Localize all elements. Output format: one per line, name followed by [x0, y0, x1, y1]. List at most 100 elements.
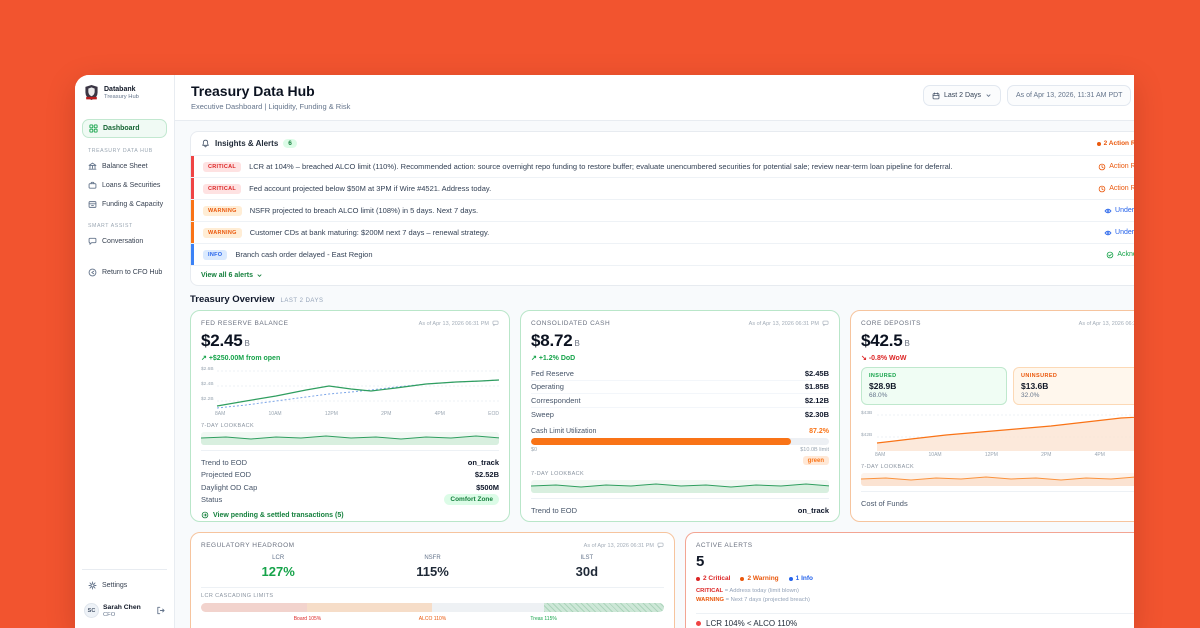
- account-row: Sweep $2.30B: [531, 409, 829, 419]
- main-area: Treasury Data Hub Executive Dashboard | …: [175, 75, 1134, 628]
- comment-icon[interactable]: [657, 542, 664, 549]
- actual-line: [216, 379, 500, 407]
- severity-badge: WARNING: [203, 227, 242, 238]
- board-threshold-label: Board 105%: [293, 616, 322, 622]
- sidebar-item-balance-sheet[interactable]: Balance Sheet: [82, 158, 167, 175]
- lookback-label: 7-DAY LOOKBACK: [861, 464, 915, 470]
- date-range-button[interactable]: Last 2 Days: [923, 85, 1001, 106]
- brand-subtitle: Treasury Hub: [104, 93, 139, 100]
- sidebar-item-funding-capacity[interactable]: Funding & Capacity: [82, 196, 167, 213]
- severity-bar: [191, 244, 194, 265]
- comment-icon[interactable]: [492, 320, 499, 327]
- sidebar-item-settings[interactable]: Settings: [82, 577, 167, 594]
- app-window: Databank Treasury Hub Dashboard TREASURY…: [75, 75, 1134, 628]
- alert-action-button[interactable]: Acknowledge: [1096, 251, 1134, 259]
- eye-icon: [1104, 230, 1112, 235]
- sidebar-item-loans-securities[interactable]: Loans & Securities: [82, 177, 167, 194]
- legend-critical: 2 Critical: [696, 575, 730, 582]
- severity-bar: [191, 156, 194, 177]
- lookback-sparkline: [201, 432, 499, 445]
- asof-timestamp-pill[interactable]: As of Apr 13, 2026, 11:31 AM PDT: [1006, 85, 1132, 106]
- user-profile[interactable]: SC Sarah Chen CFO: [82, 603, 167, 618]
- alert-action-button[interactable]: Under Review: [1094, 229, 1134, 237]
- vault-box-icon: [88, 201, 97, 208]
- chevron-down-icon: [257, 274, 262, 278]
- alert-row[interactable]: WARNING NSFR projected to breach ALCO li…: [191, 199, 1134, 221]
- trend-down-icon: ↘: [861, 355, 867, 362]
- card-asof: As of Apr 13, 2026 06:31 PM: [749, 320, 829, 327]
- active-alerts-card: ACTIVE ALERTS 5 2 Critical 2 Warning 1 I…: [685, 532, 1134, 628]
- overview-cards-row-1: FED RESERVE BALANCE As of Apr 13, 2026 0…: [190, 310, 1134, 522]
- sidebar-item-label: Loans & Securities: [102, 182, 161, 189]
- page-header: Treasury Data Hub Executive Dashboard | …: [175, 75, 1134, 121]
- card-title: REGULATORY HEADROOM: [201, 542, 295, 549]
- alert-message: Customer CDs at bank maturing: $200M nex…: [249, 228, 490, 237]
- header-controls: Last 2 Days As of Apr 13, 2026, 11:31 AM…: [923, 85, 1134, 106]
- active-alert-row[interactable]: LCR 104% < ALCO 110% Critical: [696, 619, 1134, 628]
- view-all-alerts-link[interactable]: View all 6 alerts: [191, 265, 1134, 285]
- sidebar-footer: Settings SC Sarah Chen CFO: [82, 569, 167, 618]
- consolidated-cash-card: CONSOLIDATED CASH As of Apr 13, 2026 06:…: [520, 310, 840, 522]
- uninsured-deposits-box: UNINSURED $13.6B 32.0%: [1013, 367, 1134, 405]
- alert-row[interactable]: INFO Branch cash order delayed - East Re…: [191, 243, 1134, 265]
- severity-badge: CRITICAL: [203, 161, 242, 172]
- view-transactions-link[interactable]: View pending & settled transactions (5): [201, 511, 499, 519]
- rag-status-badge: green: [802, 456, 829, 465]
- treas-threshold-label: Treas 115%: [530, 616, 557, 622]
- legend-warning: 2 Warning: [740, 575, 779, 582]
- sidebar: Databank Treasury Hub Dashboard TREASURY…: [75, 75, 175, 628]
- alert-action-button[interactable]: Action Required: [1088, 185, 1134, 193]
- active-alerts-count: 5: [696, 553, 705, 570]
- sidebar-item-conversation[interactable]: Conversation: [82, 233, 167, 250]
- overview-cards-row-2: REGULATORY HEADROOM As of Apr 13, 2026 0…: [190, 532, 1134, 628]
- alert-message: NSFR projected to breach ALCO limit (108…: [249, 206, 479, 215]
- stat-row-status: Status Comfort Zone: [201, 494, 499, 507]
- stat-row: Daylight OD Cap $500M: [201, 482, 499, 492]
- alert-action-button[interactable]: Action Required: [1088, 163, 1134, 171]
- alert-row[interactable]: CRITICAL LCR at 104% – breached ALCO lim…: [191, 155, 1134, 177]
- briefcase-icon: [88, 181, 97, 189]
- card-title: CORE DEPOSITS: [861, 320, 921, 327]
- clock-icon: [1098, 185, 1106, 192]
- overview-title: Treasury Overview: [190, 294, 275, 305]
- user-name: Sarah Chen: [103, 603, 141, 611]
- page-subtitle: Executive Dashboard | Liquidity, Funding…: [191, 102, 351, 111]
- threshold-labels: Board 105% ALCO 110% Treas 115%: [201, 615, 664, 625]
- alert-row[interactable]: WARNING Customer CDs at bank maturing: $…: [191, 221, 1134, 243]
- y-tick: $42B: [861, 433, 873, 438]
- fed-reserve-balance-card: FED RESERVE BALANCE As of Apr 13, 2026 0…: [190, 310, 510, 522]
- trend-up-icon: ↗: [531, 355, 537, 362]
- logout-icon[interactable]: [156, 606, 165, 615]
- lookback-sparkline: [531, 480, 829, 493]
- metric-lcr: LCR 127%: [261, 555, 295, 579]
- orange-dot-icon: [1096, 141, 1101, 146]
- insights-count-badge: 6: [283, 139, 297, 148]
- active-alert-text: LCR 104% < ALCO 110%: [706, 618, 798, 628]
- y-tick: $2.2B: [201, 397, 214, 402]
- bank-icon: [88, 162, 97, 170]
- card-unit: B: [244, 339, 250, 348]
- sparkline-line: [861, 476, 1134, 481]
- critical-dot-icon: [696, 620, 701, 626]
- sidebar-item-return-cfo-hub[interactable]: Return to CFO Hub: [82, 264, 167, 281]
- alert-action-button[interactable]: Under Review: [1094, 207, 1134, 215]
- card-asof: As of Apr 13, 2026 06:31 PM: [419, 320, 499, 327]
- clock-icon: [1098, 163, 1106, 170]
- comment-icon[interactable]: [822, 320, 829, 327]
- bell-icon: [202, 139, 209, 148]
- deposits-area-fill: [877, 417, 1134, 451]
- asof-label: As of Apr 13, 2026, 11:31 AM PDT: [1015, 92, 1123, 99]
- lookback-label: 7-DAY LOOKBACK: [531, 471, 585, 477]
- arrow-left-circle-icon: [88, 268, 97, 277]
- alerts-legend: 2 Critical 2 Warning 1 Info: [696, 575, 1134, 582]
- alert-row[interactable]: CRITICAL Fed account projected below $50…: [191, 177, 1134, 199]
- projected-line: [216, 379, 500, 409]
- metric-ilst: ILST 30d: [575, 555, 599, 579]
- sidebar-item-dashboard[interactable]: Dashboard: [82, 119, 167, 138]
- trend-up-icon: ↗: [201, 355, 207, 362]
- page-title: Treasury Data Hub: [191, 83, 315, 99]
- utilization-row: Cash Limit Utilization 87.2%: [531, 428, 829, 435]
- sparkline-line: [201, 435, 499, 440]
- card-asof: As of Apr 13, 2026 06:31 PM: [1079, 320, 1134, 327]
- stat-row: Trend to EOD on_track: [201, 457, 499, 467]
